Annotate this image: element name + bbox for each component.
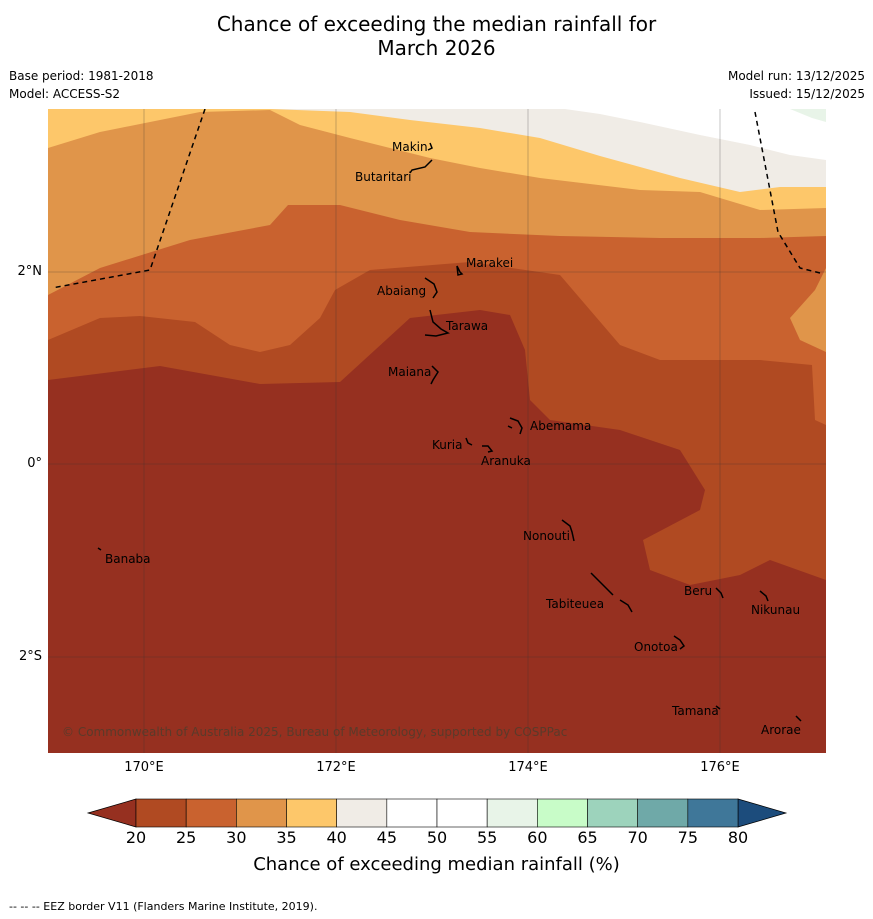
colorbar-tick-label: 50 [426, 828, 448, 847]
map-title: Chance of exceeding the median rainfall … [0, 12, 873, 60]
colorbar-tick-label: 40 [326, 828, 347, 847]
lat-label-0: 0° [27, 456, 42, 471]
island-maiana [430, 365, 439, 385]
place-nikunau: Nikunau [751, 603, 801, 617]
colorbar-segment [637, 798, 689, 828]
base-period: Base period: 1981-2018 [9, 69, 154, 83]
colorbar-tick-label: 70 [627, 828, 648, 847]
meta-left: Base period: 1981-2018 Model: ACCESS-S2 [9, 68, 154, 104]
place-tamana: Tamana [672, 704, 719, 718]
colorbar-tick-label: 55 [476, 828, 498, 847]
lon-label-170: 170°E [124, 760, 164, 775]
island-kuria [465, 437, 473, 446]
colorbar-tick-label: 25 [175, 828, 197, 847]
place-onotoa: Onotoa [634, 640, 678, 654]
island-aranuka [482, 445, 494, 453]
colorbar-tick-label: 65 [577, 828, 598, 847]
meta-right: Model run: 13/12/2025 Issued: 15/12/2025 [728, 68, 865, 104]
island-nonouti [561, 519, 575, 542]
graticule [48, 109, 826, 753]
place-marakei: Marakei [466, 256, 514, 270]
colorbar-over-arrow [737, 798, 788, 828]
island-marakei [456, 265, 464, 276]
place-maiana: Maiana [388, 365, 432, 379]
colorbar-segment [436, 798, 488, 828]
model-run: Model run: 13/12/2025 [727, 69, 865, 83]
lon-label-176: 176°E [700, 760, 740, 775]
colorbar-tick-label: 80 [727, 828, 749, 847]
colorbar-tick-label: 35 [276, 828, 297, 847]
colorbar-tick-label: 75 [677, 828, 698, 847]
island-tarawa [424, 309, 450, 337]
island-makin [427, 142, 433, 151]
colorbar-segment [135, 798, 187, 828]
copyright-notice: © Commonwealth of Australia 2025, Bureau… [62, 725, 568, 739]
place-butaritari: Butaritari [355, 170, 412, 184]
island-onotoa [673, 635, 686, 650]
eez-border [51, 109, 821, 289]
eez-border-east [754, 111, 821, 274]
contour-45-55 [565, 109, 826, 160]
colorbar-segment [537, 798, 588, 828]
place-aranuka: Aranuka [481, 454, 531, 468]
place-arorae: Arorae [761, 723, 801, 737]
place-beru: Beru [684, 584, 713, 598]
colorbar-tick-label: 20 [125, 828, 147, 847]
place-makin: Makin [392, 140, 428, 154]
map-area [48, 109, 826, 753]
colorbar-segment [486, 798, 538, 828]
place-tabiteuea: Tabiteuea [546, 597, 605, 611]
colorbar-segment [336, 798, 388, 828]
colorbar [86, 798, 788, 828]
island-beru [715, 587, 724, 599]
island-abaiang [424, 277, 438, 299]
colorbar-segment [386, 798, 438, 828]
place-abemama: Abemama [530, 419, 592, 433]
island-banaba [97, 547, 102, 551]
title-line-1: Chance of exceeding the median rainfall … [216, 12, 657, 36]
colorbar-tick-label: 30 [226, 828, 247, 847]
place-banaba: Banaba [105, 552, 151, 566]
island-abemama [507, 417, 523, 435]
island-butaritari [409, 159, 433, 174]
island-tabiteuea [590, 572, 633, 613]
island-arorae [795, 715, 802, 722]
colorbar-label: Chance of exceeding median rainfall (%) [253, 854, 620, 875]
colorbar-segment [185, 798, 237, 828]
colorbar-tick-label: 60 [527, 828, 548, 847]
colorbar-segment [687, 798, 739, 828]
island-nikunau [759, 590, 769, 602]
island-outlines [97, 142, 802, 722]
eez-border-west [51, 109, 206, 289]
colorbar-segment [587, 798, 638, 828]
eez-footnote: -- -- -- EEZ border V11 (Flanders Marine… [9, 900, 318, 913]
colorbar-segment [286, 798, 337, 828]
contour-55-60 [790, 109, 826, 122]
model-name: Model: ACCESS-S2 [9, 87, 121, 101]
title-line-2: March 2026 [377, 36, 496, 60]
place-kuria: Kuria [432, 438, 463, 452]
lat-label-2n: 2°N [17, 264, 43, 279]
place-tarawa: Tarawa [446, 319, 489, 333]
lon-label-172: 172°E [316, 760, 356, 775]
place-abaiang: Abaiang [377, 284, 427, 298]
place-nonouti: Nonouti [523, 529, 570, 543]
colorbar-segment [236, 798, 287, 828]
lat-label-2s: 2°S [18, 649, 42, 664]
colorbar-under-arrow [86, 798, 137, 828]
island-tamana [715, 705, 721, 710]
lon-label-174: 174°E [508, 760, 548, 775]
issued-date: Issued: 15/12/2025 [749, 87, 865, 101]
colorbar-tick-label: 45 [376, 828, 397, 847]
